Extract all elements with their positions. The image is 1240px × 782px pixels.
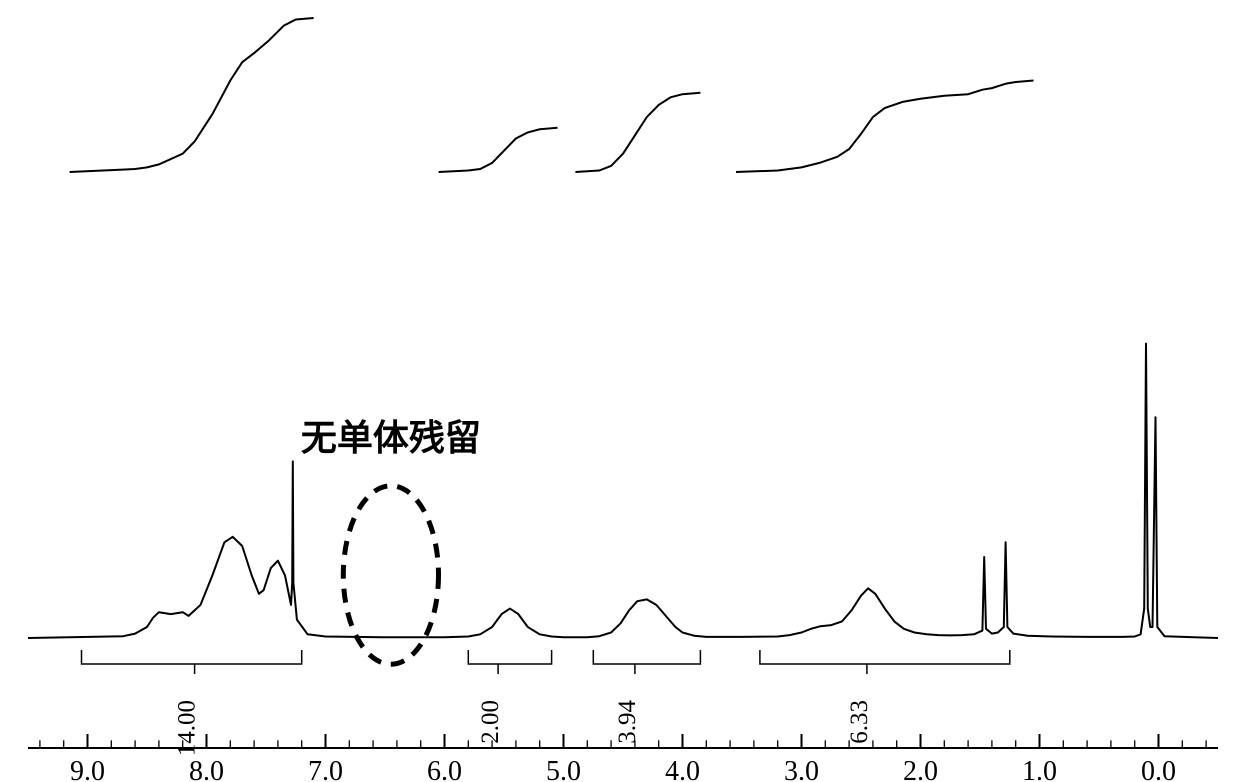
axis-tick-label: 4.0 (665, 756, 700, 782)
axis-tick-label: 1.0 (1022, 756, 1057, 782)
integral-label-1: 2.00 (477, 700, 504, 744)
integral-label-2: 3.94 (614, 700, 641, 744)
axis-tick-label: 8.0 (189, 756, 224, 782)
axis-tick-label: 2.0 (903, 756, 938, 782)
axis-tick-label: 3.0 (784, 756, 819, 782)
axis-tick-label: 6.0 (427, 756, 462, 782)
nmr-spectrum-chart: 无单体残留14.002.003.946.339.08.07.06.05.04.0… (0, 0, 1240, 782)
annotation-text: 无单体残留 (301, 417, 481, 458)
axis-tick-label: 5.0 (546, 756, 581, 782)
integral-label-3: 6.33 (846, 700, 873, 744)
axis-tick-label: 9.0 (70, 756, 105, 782)
axis-tick-label: 0.0 (1141, 756, 1176, 782)
axis-tick-label: 7.0 (308, 756, 343, 782)
